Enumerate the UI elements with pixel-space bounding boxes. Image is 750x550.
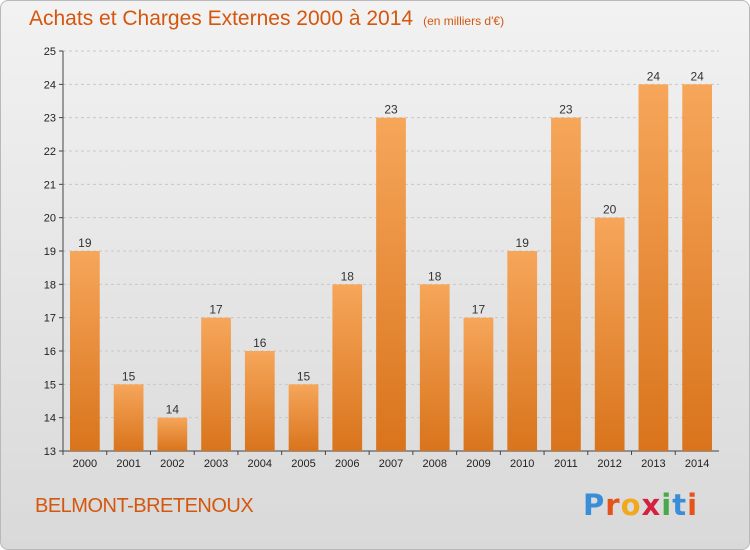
y-tick-label: 16 (44, 346, 56, 358)
x-tick-label-2009: 2009 (466, 458, 490, 470)
y-tick-label: 20 (44, 213, 56, 225)
data-label-2011: 23 (559, 103, 573, 117)
x-tick-label-2002: 2002 (160, 458, 184, 470)
title-text: Achats et Charges Externes 2000 à 2014 (29, 7, 414, 30)
y-tick-label: 13 (44, 446, 56, 458)
y-tick-label: 18 (44, 279, 56, 291)
x-tick-label-2014: 2014 (685, 458, 709, 470)
x-tick-label-2006: 2006 (335, 458, 359, 470)
logo-letter: i (687, 488, 699, 522)
bar-2013 (638, 84, 669, 451)
bar-2014 (682, 84, 713, 451)
y-tick-label: 24 (44, 79, 56, 91)
y-tick-labels: 13 14 15 16 17 18 19 20 21 22 23 24 25 (44, 46, 56, 458)
x-tick-label-2003: 2003 (204, 458, 228, 470)
y-tick-label: 25 (44, 46, 56, 58)
x-tick-label-2004: 2004 (248, 458, 272, 470)
bar-2005 (288, 384, 319, 451)
bar-2003 (201, 317, 231, 451)
data-label-2012: 20 (603, 203, 617, 217)
logo-letter: i (661, 488, 673, 522)
x-tick-label-2001: 2001 (116, 458, 140, 470)
x-tick-label-2000: 2000 (73, 458, 97, 470)
data-label-2009: 17 (472, 303, 486, 317)
y-tick-label: 22 (44, 146, 56, 158)
logo-letter: x (641, 488, 662, 522)
x-tick-labels: 2000 2001 2002 2003 2004 2005 2006 2007 2008 2009… (73, 458, 710, 470)
bar-2006 (332, 284, 363, 451)
chart-title: Achats et Charges Externes 2000 à 2014 (e… (29, 7, 504, 31)
x-tick-label-2008: 2008 (422, 458, 446, 470)
bar-2004 (244, 351, 275, 451)
data-label-2000: 19 (78, 236, 92, 250)
x-tick-label-2013: 2013 (641, 458, 665, 470)
data-label-2007: 23 (384, 103, 398, 117)
data-label-2010: 19 (516, 236, 530, 250)
y-tick-label: 21 (44, 179, 56, 191)
data-label-2004: 16 (253, 336, 267, 350)
data-label-2005: 15 (297, 369, 311, 383)
data-label-2008: 18 (428, 269, 442, 283)
y-tick-label: 19 (44, 246, 56, 258)
y-tick-label: 23 (44, 113, 56, 125)
data-label-2013: 24 (647, 69, 661, 83)
x-tick-label-2010: 2010 (510, 458, 534, 470)
commune-name: BELMONT-BRETENOUX (35, 495, 254, 517)
data-label-2003: 17 (209, 303, 223, 317)
bar-2012 (594, 217, 625, 451)
bar-2011 (551, 117, 581, 452)
bar-2002 (157, 417, 188, 451)
proxiti-logo: Proxiti (583, 488, 698, 522)
bars (69, 84, 713, 452)
bar-2009 (463, 317, 494, 451)
logo-letter: r (605, 488, 621, 522)
y-tick-label: 17 (44, 313, 56, 325)
data-label-2014: 24 (690, 69, 704, 83)
data-label-2006: 18 (341, 269, 355, 283)
x-tick-label-2011: 2011 (554, 458, 578, 470)
bar-2008 (419, 284, 450, 451)
y-tick-label: 15 (44, 379, 56, 391)
bar-2001 (113, 384, 144, 451)
x-tick-label-2007: 2007 (379, 458, 403, 470)
bar-2000 (69, 251, 100, 451)
logo-letter: P (583, 488, 606, 522)
y-tick-label: 14 (44, 413, 56, 425)
bar-2010 (507, 251, 538, 451)
data-label-2001: 15 (122, 369, 136, 383)
bar-2007 (376, 117, 406, 452)
title-unit: (en milliers d'€) (423, 14, 505, 28)
x-tick-label-2005: 2005 (291, 458, 315, 470)
x-tick-label-2012: 2012 (597, 458, 621, 470)
data-labels: 19 15 14 17 16 15 18 23 18 17 19 23 20 24 24 (78, 69, 704, 416)
data-label-2002: 14 (166, 403, 180, 417)
logo-letter: t (672, 488, 688, 522)
logo-letter: o (620, 488, 642, 522)
